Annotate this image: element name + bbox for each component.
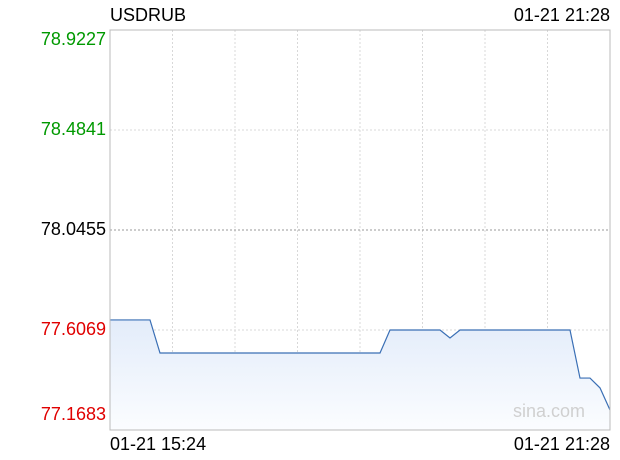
y-tick-label: 78.4841 [41,119,106,139]
update-time: 01-21 21:28 [514,5,610,25]
x-tick-label: 01-21 21:28 [514,434,610,454]
plot-frame [109,29,611,431]
y-tick-label: 78.0455 [41,219,106,239]
y-tick-label: 77.1683 [41,404,106,424]
y-tick-label: 77.6069 [41,319,106,339]
line [110,319,611,411]
watermark: sina.com [513,401,585,421]
x-tick-label: 01-21 15:24 [110,434,206,454]
y-tick-label: 78.9227 [41,29,106,49]
area [110,319,610,430]
chart-title: USDRUB [110,5,186,25]
